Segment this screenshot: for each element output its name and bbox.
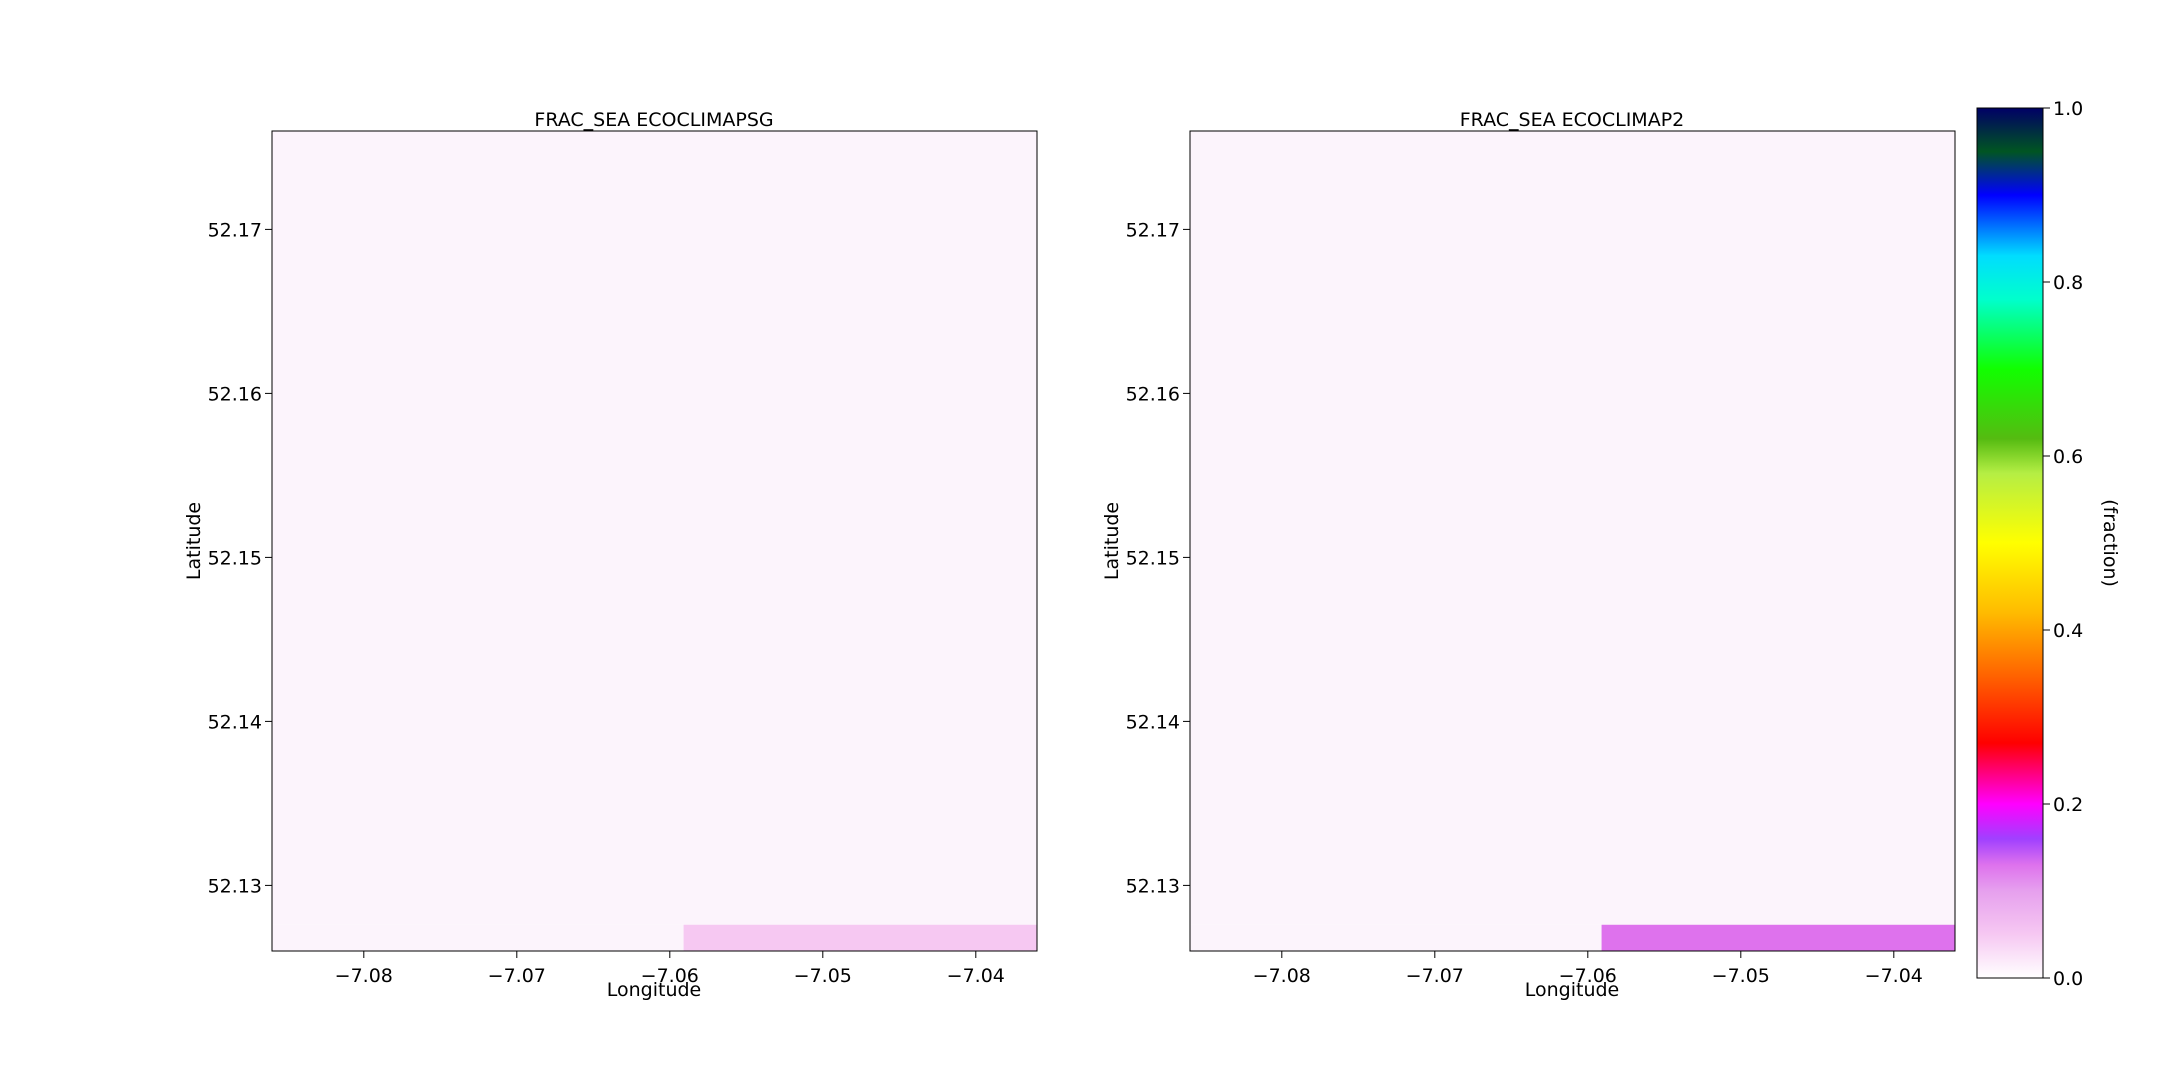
y-tick-label: 52.15	[208, 547, 262, 569]
x-tick-label: −7.06	[641, 965, 699, 987]
right-map-title: FRAC_SEA ECOCLIMAP2	[1460, 109, 1685, 131]
y-tick-label: 52.15	[1126, 547, 1180, 569]
left-map-panel: FRAC_SEA ECOCLIMAPSG −7.08 −7.07 −7.06 −7.0…	[183, 109, 1038, 1001]
y-tick-label: 52.17	[208, 219, 262, 241]
map-cell	[272, 924, 684, 951]
left-map-frame	[271, 130, 1038, 952]
colorbar: 0.0 0.2 0.4 0.6 0.8 1.0 (fraction)	[1976, 98, 2121, 990]
y-tick-label: 52.13	[208, 875, 262, 897]
y-tick-label: 52.16	[1126, 383, 1180, 405]
left-map-x-ticks: −7.08 −7.07 −7.06 −7.05 −7.04	[335, 951, 1005, 987]
x-tick-label: −7.06	[1559, 965, 1617, 987]
colorbar-tick-label: 0.0	[2053, 968, 2083, 990]
map-cell	[1601, 924, 1955, 951]
right-map-y-label: Latitude	[1101, 502, 1123, 580]
map-cell	[1190, 924, 1602, 951]
right-map-x-ticks: −7.08 −7.07 −7.06 −7.05 −7.04	[1253, 951, 1923, 987]
colorbar-ticks: 0.0 0.2 0.4 0.6 0.8 1.0	[2043, 98, 2083, 990]
colorbar-label: (fraction)	[2099, 499, 2121, 587]
right-map-cells	[1190, 131, 1955, 951]
x-tick-label: −7.04	[1865, 965, 1923, 987]
x-tick-label: −7.05	[1712, 965, 1770, 987]
x-tick-label: −7.08	[1253, 965, 1311, 987]
map-cell	[1190, 131, 1955, 925]
right-map-panel: FRAC_SEA ECOCLIMAP2 −7.08 −7.07 −7.06 −7.05…	[1101, 109, 1956, 1001]
colorbar-tick-label: 0.6	[2053, 446, 2083, 468]
y-tick-label: 52.14	[1126, 711, 1180, 733]
map-cell	[272, 131, 1037, 925]
map-cell	[683, 924, 1037, 951]
right-map-x-label: Longitude	[1525, 979, 1620, 1001]
left-map-cells	[272, 131, 1037, 951]
y-tick-label: 52.17	[1126, 219, 1180, 241]
right-map-frame	[1189, 130, 1956, 952]
colorbar-tick-label: 0.8	[2053, 272, 2083, 294]
colorbar-tick-label: 1.0	[2053, 98, 2083, 120]
left-map-y-label: Latitude	[183, 502, 205, 580]
x-tick-label: −7.07	[1406, 965, 1464, 987]
x-tick-label: −7.04	[947, 965, 1005, 987]
colorbar-tick-label: 0.4	[2053, 620, 2083, 642]
y-tick-label: 52.16	[208, 383, 262, 405]
right-map-y-ticks: 52.13 52.14 52.15 52.16 52.17	[1126, 219, 1190, 897]
left-map-y-ticks: 52.13 52.14 52.15 52.16 52.17	[208, 219, 272, 897]
y-tick-label: 52.13	[1126, 875, 1180, 897]
x-tick-label: −7.05	[794, 965, 852, 987]
left-map-title: FRAC_SEA ECOCLIMAPSG	[534, 109, 773, 131]
colorbar-tick-label: 0.2	[2053, 794, 2083, 816]
colorbar-body	[1976, 107, 2044, 979]
y-tick-label: 52.14	[208, 711, 262, 733]
x-tick-label: −7.07	[488, 965, 546, 987]
left-map-x-label: Longitude	[607, 979, 702, 1001]
x-tick-label: −7.08	[335, 965, 393, 987]
